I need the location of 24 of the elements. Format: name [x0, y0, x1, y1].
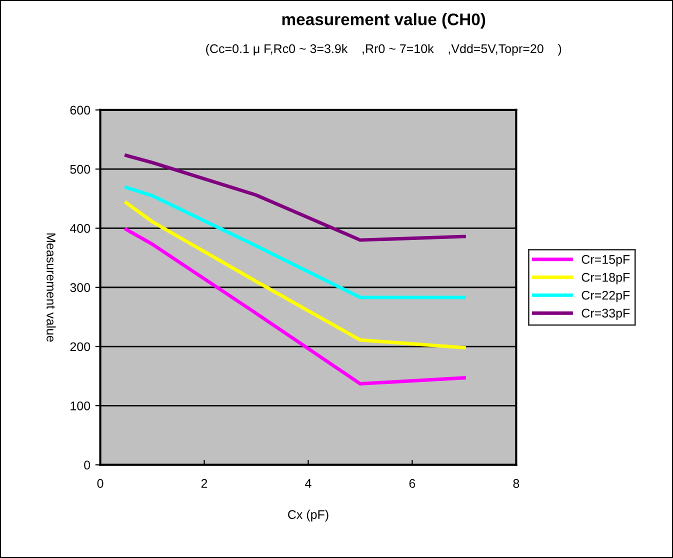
chart-subtitle: (Cc=0.1 μ F,Rc0 ~ 3=3.9k ,Rr0 ~ 7=10k ,Vdd=5V,Topr=20 ) [206, 44, 562, 56]
x-tick-label: 8 [513, 479, 520, 488]
legend-label: Cr=18pF [582, 272, 630, 284]
legend-label: Cr=15pF [582, 255, 630, 266]
y-tick-label: 300 [70, 283, 90, 292]
x-tick-label: 6 [409, 479, 416, 488]
x-axis-title: Cx (pF) [288, 510, 328, 522]
chart-title: measurement value (CH0) [282, 13, 486, 29]
x-tick-label: 2 [201, 479, 208, 488]
y-tick-label: 500 [70, 164, 90, 174]
y-tick-label: 600 [70, 106, 90, 115]
y-tick-label: 400 [70, 224, 90, 233]
x-tick-label: 0 [97, 479, 104, 488]
y-tick-label: 200 [70, 342, 90, 352]
y-axis-title: Measurement value [46, 234, 56, 342]
line-series [124, 154, 466, 242]
y-tick-label: 0 [84, 460, 90, 470]
legend-label: Cr=33pF [582, 308, 630, 320]
x-tick-label: 4 [305, 479, 312, 488]
line-series [124, 228, 466, 386]
line-series [124, 201, 466, 350]
y-tick-label: 100 [70, 401, 90, 410]
line-series [124, 186, 466, 300]
legend-label: Cr=22pF [582, 290, 630, 302]
